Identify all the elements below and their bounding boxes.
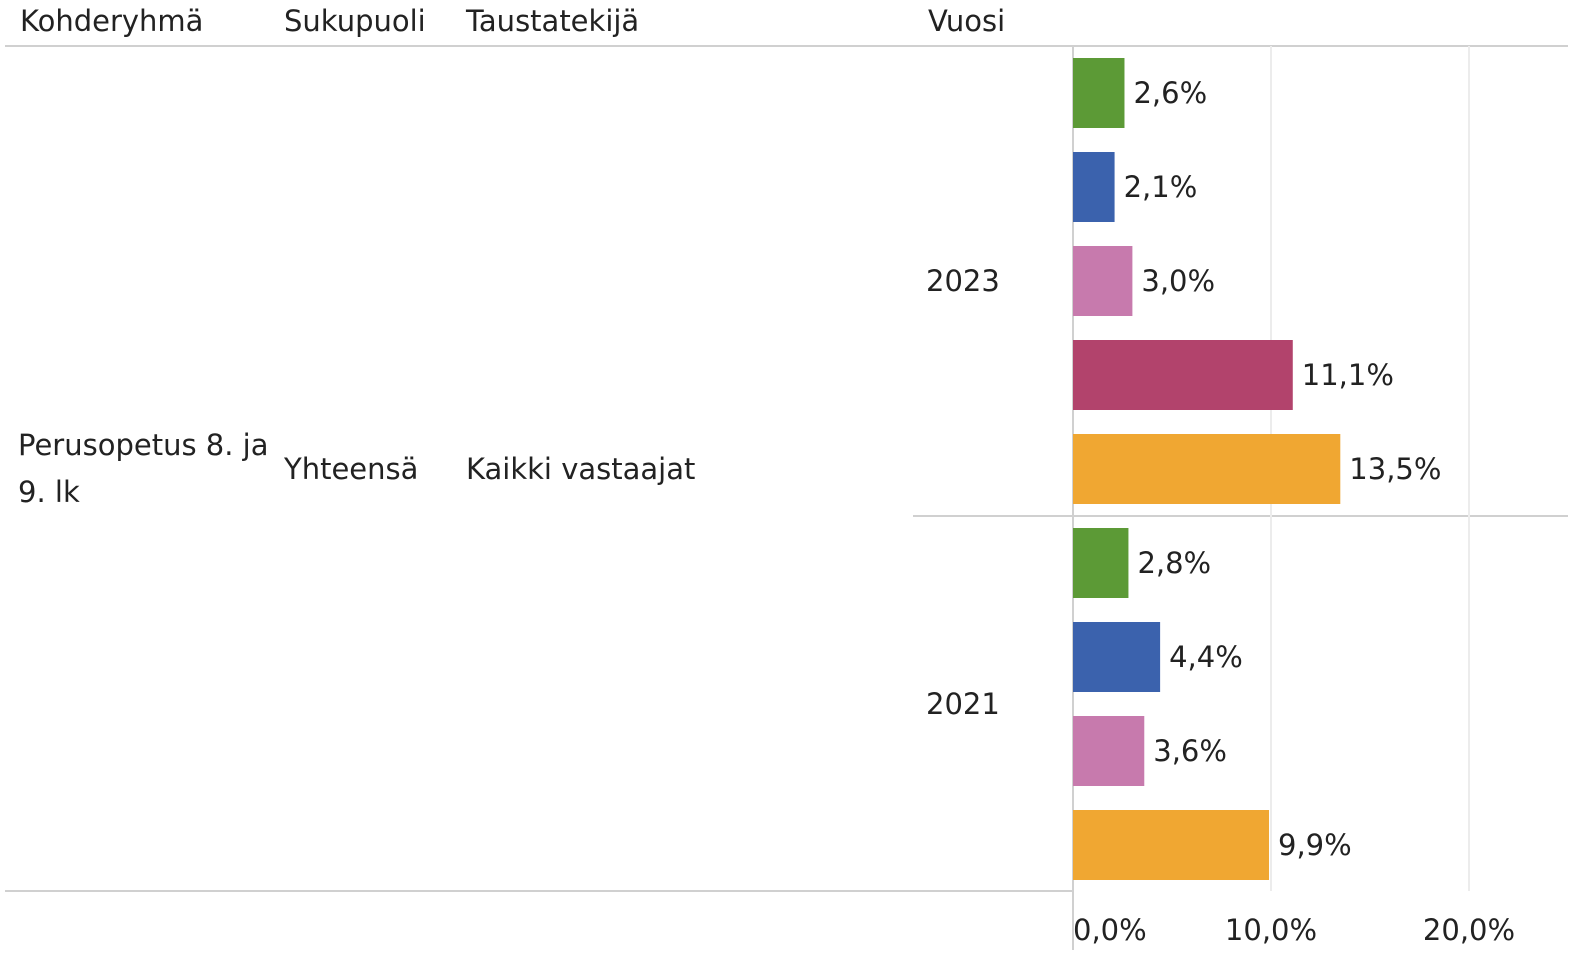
value-label: 2,6%	[1133, 76, 1207, 110]
bar	[1073, 810, 1270, 880]
row-label: Yhteensä	[283, 452, 418, 486]
value-label: 11,1%	[1302, 358, 1394, 392]
year-label: 2023	[926, 264, 1000, 298]
row-label-box: Perusopetus 8. ja 9. lk	[18, 428, 269, 509]
bar	[1073, 716, 1145, 786]
bar	[1073, 340, 1293, 410]
value-label: 9,9%	[1278, 828, 1352, 862]
value-label: 2,8%	[1137, 546, 1211, 580]
row-label: Perusopetus 8. ja 9. lk	[18, 428, 269, 509]
value-label: 3,0%	[1141, 264, 1215, 298]
bar	[1073, 622, 1161, 692]
bar	[1073, 58, 1125, 128]
value-label: 4,4%	[1169, 640, 1243, 674]
header: Kohderyhmä	[20, 4, 203, 38]
bar	[1073, 246, 1133, 316]
value-label: 13,5%	[1349, 452, 1441, 486]
x-tick-label: 0,0%	[1073, 913, 1147, 947]
x-tick-label: 10,0%	[1225, 913, 1317, 947]
header: Taustatekijä	[465, 4, 639, 38]
header: Sukupuoli	[284, 4, 426, 38]
year-label: 2021	[926, 687, 1000, 721]
bar	[1073, 434, 1341, 504]
row-label: Kaikki vastaajat	[466, 452, 695, 486]
x-tick-label: 20,0%	[1423, 913, 1515, 947]
header: Vuosi	[928, 4, 1005, 38]
bar	[1073, 528, 1129, 598]
value-label: 3,6%	[1153, 734, 1227, 768]
bar	[1073, 152, 1115, 222]
value-label: 2,1%	[1124, 170, 1198, 204]
